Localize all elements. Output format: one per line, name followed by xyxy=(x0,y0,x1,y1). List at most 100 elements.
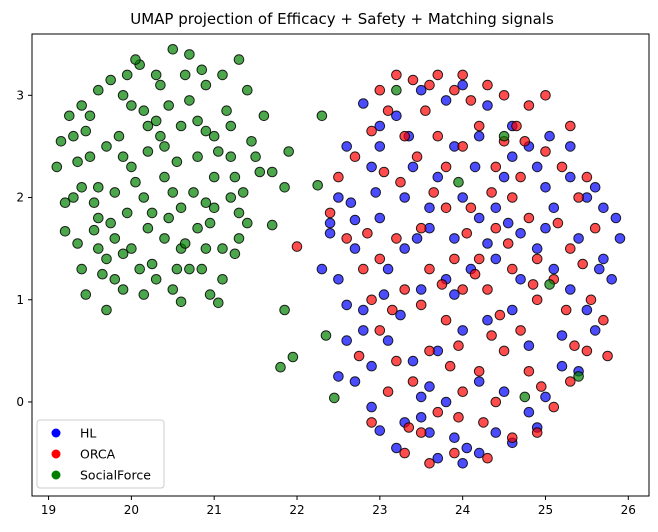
point-orca-79 xyxy=(519,136,531,147)
point-orca-100 xyxy=(494,309,506,321)
point-orca-24 xyxy=(457,386,469,398)
point-hl-3 xyxy=(366,161,377,173)
point-socialforce-22 xyxy=(225,151,237,162)
series-orca xyxy=(291,69,613,469)
point-hl-10 xyxy=(358,325,369,336)
point-hl-96 xyxy=(449,289,460,300)
point-orca-102 xyxy=(569,340,580,352)
point-socialforce-111 xyxy=(146,207,158,219)
point-orca-52 xyxy=(507,192,518,203)
point-socialforce-7 xyxy=(167,44,179,55)
point-hl-77 xyxy=(565,141,576,152)
legend-label-hl: HL xyxy=(80,426,96,441)
point-hl-71 xyxy=(358,304,369,316)
point-socialforce-12 xyxy=(59,197,71,208)
point-hl-26 xyxy=(540,391,551,403)
point-hl-42 xyxy=(482,100,493,111)
point-socialforce-114 xyxy=(171,263,183,275)
point-orca-23 xyxy=(473,366,485,377)
point-socialforce-66 xyxy=(498,130,510,142)
point-hl-108 xyxy=(523,340,535,352)
point-hl-35 xyxy=(598,202,609,214)
point-socialforce-42 xyxy=(175,296,187,308)
point-socialforce-56 xyxy=(316,110,328,122)
point-orca-64 xyxy=(507,263,518,275)
point-orca-33 xyxy=(548,401,560,413)
point-hl-27 xyxy=(556,360,568,372)
point-socialforce-35 xyxy=(134,263,145,275)
point-socialforce-27 xyxy=(142,222,154,234)
x-tick-label: 19 xyxy=(41,503,56,517)
point-hl-29 xyxy=(589,325,601,336)
point-orca-10 xyxy=(399,130,411,142)
point-hl-66 xyxy=(482,314,493,326)
point-hl-55 xyxy=(399,243,411,254)
x-tick-label: 24 xyxy=(455,503,470,517)
point-hl-63 xyxy=(548,263,560,275)
point-socialforce-61 xyxy=(287,351,299,363)
x-tick-label: 21 xyxy=(207,503,222,517)
point-hl-2 xyxy=(341,141,353,152)
point-hl-95 xyxy=(378,289,390,300)
point-socialforce-21 xyxy=(208,130,220,142)
point-hl-18 xyxy=(415,391,427,403)
point-socialforce-62 xyxy=(275,361,286,373)
point-hl-57 xyxy=(415,284,427,295)
point-socialforce-48 xyxy=(159,171,170,183)
point-hl-25 xyxy=(523,406,535,418)
point-socialforce-101 xyxy=(179,238,191,249)
point-orca-97 xyxy=(436,279,448,290)
point-socialforce-29 xyxy=(175,202,187,214)
point-hl-36 xyxy=(589,182,601,193)
point-orca-42 xyxy=(358,263,369,275)
point-socialforce-41 xyxy=(233,233,245,244)
point-hl-50 xyxy=(457,192,469,203)
point-hl-51 xyxy=(473,212,485,224)
point-hl-15 xyxy=(374,425,386,436)
point-socialforce-11 xyxy=(233,54,245,65)
point-orca-103 xyxy=(469,268,481,280)
point-socialforce-37 xyxy=(167,284,179,295)
legend: HL ORCA SocialForce xyxy=(36,419,165,489)
point-socialforce-118 xyxy=(155,130,166,142)
point-orca-28 xyxy=(424,458,435,469)
point-orca-4 xyxy=(465,95,477,106)
point-socialforce-51 xyxy=(225,120,237,132)
point-orca-27 xyxy=(399,447,411,459)
point-socialforce-109 xyxy=(204,289,216,300)
point-socialforce-57 xyxy=(312,180,324,191)
point-orca-45 xyxy=(391,355,402,367)
point-socialforce-19 xyxy=(175,120,187,132)
point-orca-56 xyxy=(440,202,452,214)
y-tick-label: 2 xyxy=(16,191,24,205)
point-hl-82 xyxy=(415,412,427,423)
point-socialforce-43 xyxy=(213,297,224,309)
point-socialforce-124 xyxy=(167,187,179,198)
point-hl-91 xyxy=(432,452,444,464)
point-orca-17 xyxy=(589,222,601,234)
point-socialforce-8 xyxy=(184,49,195,60)
point-hl-53 xyxy=(449,233,460,244)
point-orca-74 xyxy=(540,146,551,157)
x-tick-label: 26 xyxy=(621,503,636,517)
point-socialforce-71 xyxy=(59,226,71,237)
point-socialforce-84 xyxy=(121,207,133,219)
point-orca-65 xyxy=(523,366,535,377)
point-hl-98 xyxy=(556,330,568,341)
point-hl-7 xyxy=(333,274,344,285)
point-orca-66 xyxy=(490,396,502,408)
point-orca-53 xyxy=(523,212,535,224)
point-socialforce-32 xyxy=(225,192,237,203)
point-socialforce-98 xyxy=(204,217,216,229)
point-socialforce-113 xyxy=(80,125,92,137)
point-hl-74 xyxy=(424,202,435,214)
point-socialforce-80 xyxy=(105,74,116,86)
point-socialforce-70 xyxy=(519,391,531,403)
chart-title: UMAP projection of Efficacy + Safety + M… xyxy=(130,10,554,28)
point-socialforce-79 xyxy=(76,100,87,111)
point-socialforce-67 xyxy=(453,176,464,188)
point-socialforce-127 xyxy=(200,197,212,208)
point-hl-37 xyxy=(565,171,576,183)
point-hl-38 xyxy=(548,202,560,214)
